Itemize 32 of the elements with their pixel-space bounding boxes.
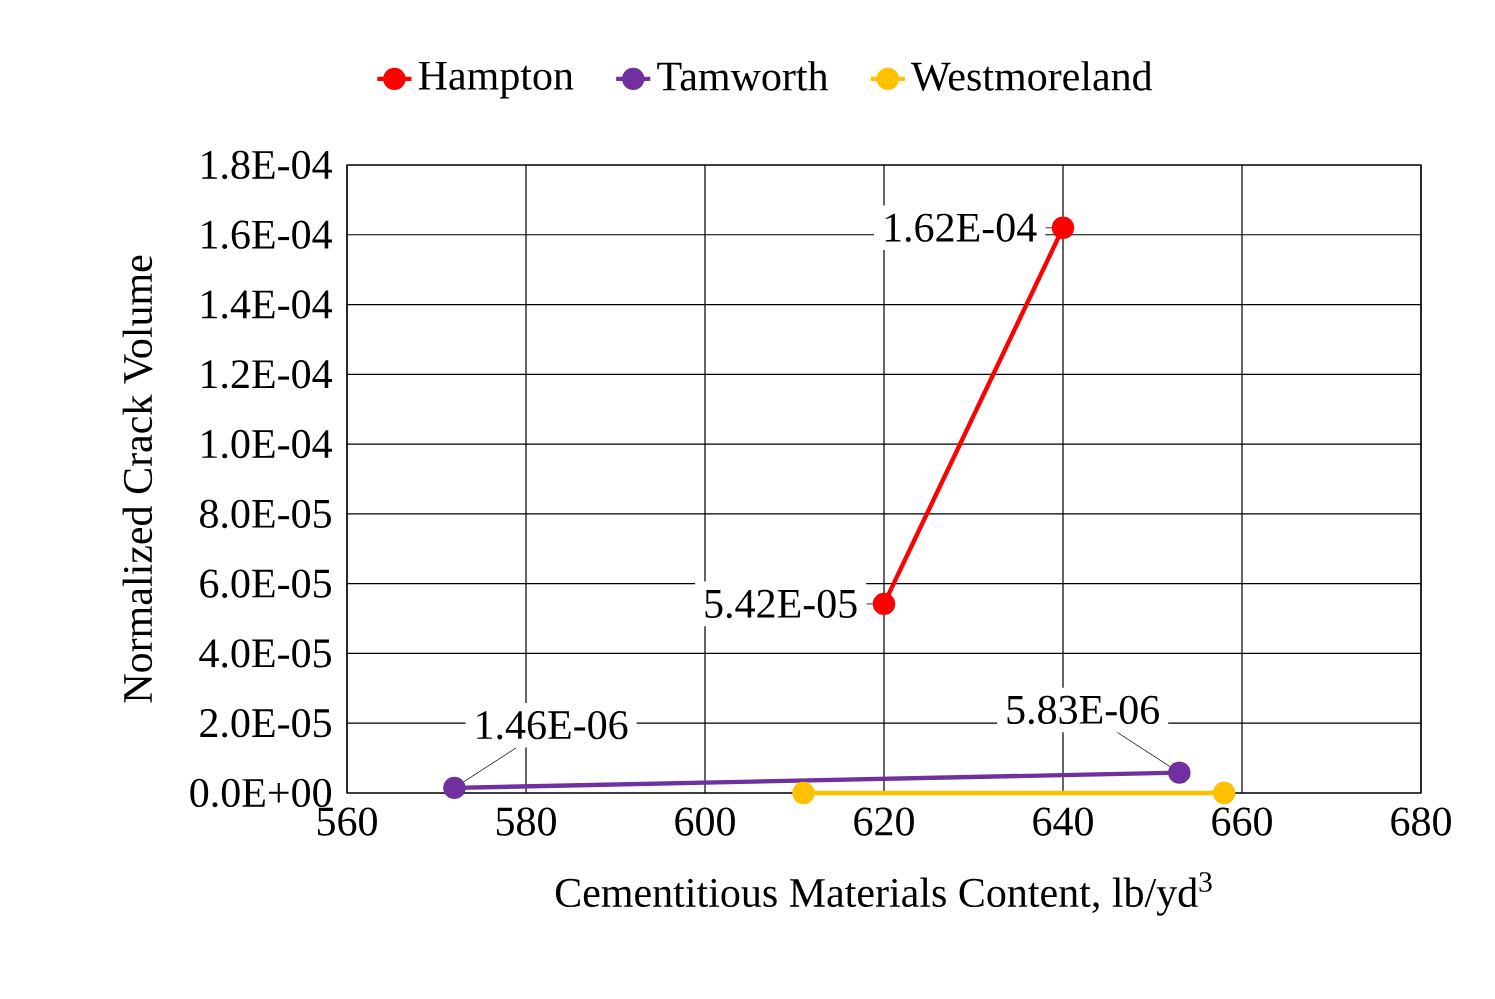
data-label: 1.62E-04 <box>885 213 1037 243</box>
legend-label: Tamworth <box>657 61 829 91</box>
y-tick-label: 1.6E-04 <box>202 220 332 250</box>
x-tick-label: 680 <box>1391 807 1451 836</box>
point <box>1051 216 1075 239</box>
legend-label: Hampton <box>418 61 574 99</box>
y-tick-label: 6.0E-05 <box>200 569 331 598</box>
point <box>1212 781 1236 805</box>
data-label: 5.83E-06 <box>1007 695 1159 725</box>
point <box>792 781 815 805</box>
x-tick-label: 620 <box>854 807 914 836</box>
x-axis-title: Cementitious Materials Content, lb/yd$^{3}$ <box>555 872 1212 916</box>
x-tick-label: 600 <box>675 807 735 836</box>
x-tick-label: 660 <box>1212 807 1272 836</box>
y-tick-label: 1.4E-04 <box>202 290 332 319</box>
y-axis-title: Normalized Crack Volume <box>122 255 153 703</box>
y-tick-label: 1.0E-04 <box>202 429 332 459</box>
data-label: 1.46E-06 <box>477 710 628 740</box>
y-tick-label: 2.0E-05 <box>200 708 331 738</box>
data-label: 5.42E-05 <box>705 589 857 619</box>
point <box>1168 761 1191 784</box>
y-tick-label: 1.2E-04 <box>202 360 332 389</box>
y-tick-label: 0.0E+00 <box>190 778 332 808</box>
x-tick-label: 560 <box>317 807 377 836</box>
point <box>872 592 896 616</box>
x-tick-label: 640 <box>1033 807 1093 836</box>
point <box>443 776 466 800</box>
legend-label: Westmoreland <box>911 61 1153 91</box>
x-tick-label: 580 <box>496 807 556 836</box>
y-tick-label: 8.0E-05 <box>200 499 331 529</box>
y-tick-label: 4.0E-05 <box>199 639 331 668</box>
y-tick-label: 1.8E-04 <box>202 150 332 180</box>
